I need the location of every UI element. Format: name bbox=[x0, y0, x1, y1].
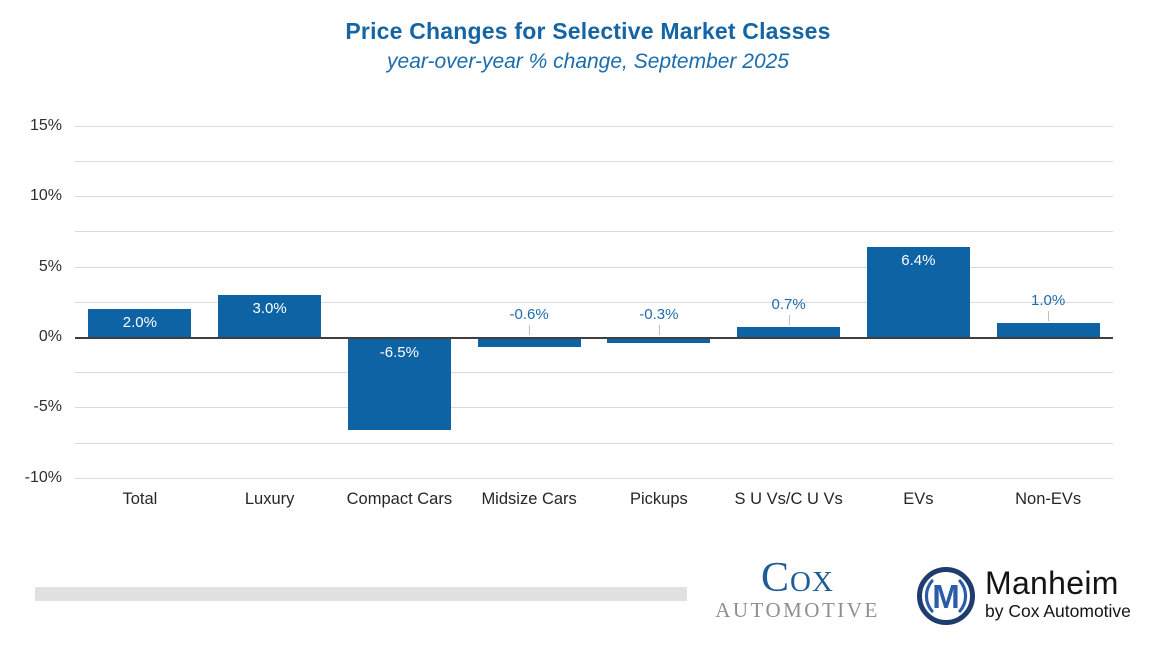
bar-value-label: 3.0% bbox=[252, 299, 287, 317]
gridline bbox=[75, 125, 1113, 127]
cox-logo-automotive-text: Automotive bbox=[715, 598, 880, 622]
manheim-name: Manheim bbox=[985, 565, 1119, 601]
cox-logo-wordmark: Cox bbox=[761, 555, 834, 601]
bar-value-label: 2.0% bbox=[122, 313, 157, 331]
manheim-badge-letter: M bbox=[932, 578, 960, 615]
bar-pickups bbox=[607, 339, 711, 344]
x-axis-zero-line bbox=[75, 337, 1113, 339]
cox-automotive-logo: Cox Automotive bbox=[700, 555, 895, 622]
label-leader-line bbox=[788, 315, 790, 326]
y-axis-tick-label: 5% bbox=[38, 257, 62, 275]
y-axis-tick-label: -10% bbox=[24, 468, 62, 486]
gridline bbox=[75, 372, 1113, 374]
chart-title: Price Changes for Selective Market Class… bbox=[345, 18, 831, 44]
x-axis-category-label: EVs bbox=[903, 490, 934, 508]
manheim-tagline: by Cox Automotive bbox=[985, 601, 1131, 621]
bar-midsize-cars bbox=[477, 339, 581, 348]
plot-area: 15% 10% 5% 0% -5% -10% 2.0% Total 3.0% Luxury -6.5… bbox=[24, 116, 1113, 508]
gridline bbox=[75, 407, 1113, 409]
bar-value-label: -6.5% bbox=[379, 344, 419, 361]
x-axis-category-label: Non-EVs bbox=[1015, 490, 1082, 508]
chart-subtitle: year-over-year % change, September 2025 bbox=[387, 50, 789, 73]
label-leader-line bbox=[1048, 310, 1050, 321]
bar-value-label: -0.3% bbox=[639, 306, 679, 323]
bar-value-label: 6.4% bbox=[901, 251, 936, 269]
bar-s-u-vs-c-u-vs bbox=[737, 327, 841, 337]
y-axis-tick-label: 10% bbox=[29, 187, 62, 205]
label-leader-line bbox=[658, 325, 660, 335]
x-axis-category-label: Total bbox=[122, 490, 158, 508]
bar-evs bbox=[866, 246, 970, 337]
gridline bbox=[75, 266, 1113, 268]
x-axis-category-label: S U Vs/C U Vs bbox=[734, 490, 843, 508]
manheim-logo: M Manheim by Cox Automotive bbox=[916, 566, 1131, 626]
x-axis-category-label: Pickups bbox=[629, 490, 688, 508]
gridline bbox=[75, 477, 1113, 479]
bar-compact-cars bbox=[347, 339, 451, 431]
gridline bbox=[75, 231, 1113, 233]
gridline bbox=[75, 161, 1113, 163]
bar-value-label: 0.7% bbox=[771, 296, 806, 314]
y-axis-tick-label: -5% bbox=[33, 398, 62, 416]
bar-total bbox=[88, 308, 192, 337]
y-axis-tick-label: 0% bbox=[38, 328, 62, 345]
gridline bbox=[75, 196, 1113, 198]
bar-value-label: 1.0% bbox=[1031, 291, 1066, 309]
manheim-m-badge-icon: M bbox=[917, 567, 975, 625]
bar-value-label: -0.6% bbox=[509, 306, 549, 323]
gridline bbox=[75, 442, 1113, 444]
bar-non-evs bbox=[996, 322, 1100, 337]
gridline bbox=[75, 301, 1113, 303]
bar-luxury bbox=[218, 294, 322, 337]
chart-header: Price Changes for Selective Market Class… bbox=[0, 18, 1176, 74]
x-axis-category-label: Luxury bbox=[244, 490, 295, 508]
x-axis-category-label: Compact Cars bbox=[346, 490, 453, 508]
footer-divider-bar bbox=[35, 587, 687, 601]
x-axis-category-label: Midsize Cars bbox=[481, 490, 577, 508]
y-axis-tick-label: 15% bbox=[29, 116, 62, 134]
label-leader-line bbox=[529, 325, 531, 335]
